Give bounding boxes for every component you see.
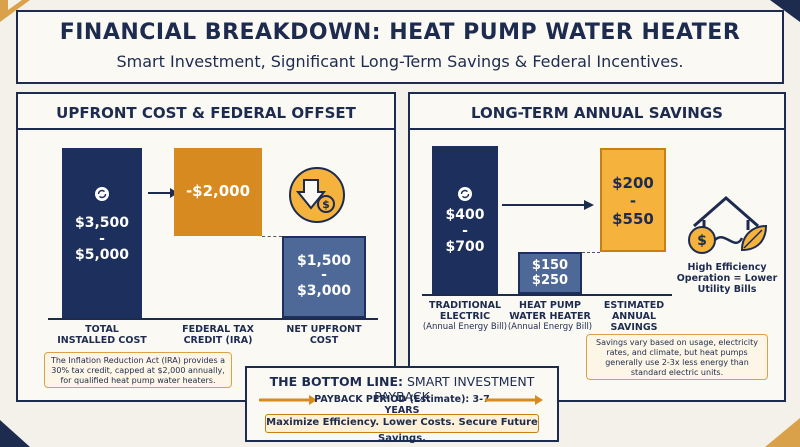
total-cost-label-line1: TOTAL [85,324,119,335]
bars-baseline [48,318,378,320]
bottom-line-box: THE BOTTOM LINE: SMART INVESTMENT PAYBAC… [245,366,559,444]
down-arrow-dollar-icon: $ [289,167,345,223]
net-cost-min: $1,500 [296,253,352,269]
upfront-cost-panel: UPFRONT COST & FEDERAL OFFSET $3,500 - $… [16,92,396,402]
corner-decoration-bottom-left [0,420,30,447]
panel-divider [18,128,394,130]
refresh-icon [458,187,472,201]
heat-pump-label-line3: (Annual Energy Bill) [507,322,593,332]
house-dollar-leaf-icon: $ [688,196,768,254]
total-cost-dash: - [99,231,105,247]
total-cost-label: TOTAL INSTALLED COST [42,324,162,346]
tax-credit-label: FEDERAL TAX CREDIT (IRA) [158,324,278,346]
corner-decoration-top-left [0,0,30,22]
electric-dash: - [462,223,468,239]
savings-dash: - [629,192,637,210]
annual-savings-bar: $200 - $550 [600,148,666,252]
savings-min: $200 [612,174,654,192]
arrow-right-icon [502,200,594,210]
efficiency-caption: High Efficiency Operation = Lower Utilit… [676,262,778,295]
net-cost-max: $3,000 [296,283,352,299]
annual-savings-panel: LONG-TERM ANNUAL SAVINGS $400 - $700 $15… [408,92,786,402]
dotted-connector-right [582,252,600,253]
svg-text:$: $ [322,198,330,211]
page-subtitle: Smart Investment, Significant Long-Term … [116,52,684,71]
tax-credit-label-line2: CREDIT (IRA) [183,335,253,346]
payback-arrow-left [259,395,317,405]
electric-min: $400 [445,207,485,223]
total-cost-max: $5,000 [74,247,130,263]
heat-pump-max: $250 [531,273,569,288]
net-cost-label: NET UPFRONT COST [264,324,384,346]
tax-credit-value: -$2,000 [185,182,251,200]
electric-label-line2: ELECTRIC [439,311,491,322]
net-cost-label-line1: NET UPFRONT [286,324,362,335]
efficiency-caption-line2: Operation = Lower [676,273,778,284]
savings-label-line2: ANNUAL [611,311,657,322]
bottom-line-title-rest: SMART INVESTMENT PAYBACK [374,374,535,404]
net-cost-label-line2: COST [309,335,339,346]
heat-pump-label-line1: HEAT PUMP [519,300,581,311]
heat-pump-label-line2: WATER HEATER [509,311,591,322]
payback-period: PAYBACK PERIOD (Estimate): 3-7 YEARS [314,394,490,416]
savings-label: ESTIMATED ANNUAL SAVINGS [586,300,682,333]
bottom-line-title: THE BOTTOM LINE: SMART INVESTMENT PAYBAC… [247,374,557,404]
net-cost-bar: $1,500 - $3,000 [282,236,366,318]
tax-credit-label-line1: FEDERAL TAX [182,324,254,335]
efficiency-caption-line1: High Efficiency [687,262,767,273]
bars-baseline-right [422,294,672,296]
total-cost-min: $3,500 [74,215,130,231]
electric-label-line3: (Annual Energy Bill) [422,322,508,332]
total-cost-bar: $3,500 - $5,000 [62,148,142,318]
heat-pump-label: HEAT PUMP WATER HEATER (Annual Energy Bi… [498,300,602,333]
net-cost-dash: - [321,267,327,283]
savings-max: $550 [612,210,654,228]
header-box: FINANCIAL BREAKDOWN: HEAT PUMP WATER HEA… [16,10,784,84]
savings-label-line1: ESTIMATED [603,300,665,311]
dotted-connector [262,236,282,237]
total-cost-label-line2: INSTALLED COST [57,335,147,346]
savings-note: Savings vary based on usage, electricity… [586,334,768,380]
tax-credit-bar: -$2,000 [174,148,262,236]
heat-pump-min: $150 [531,258,569,273]
corner-decoration-bottom-right [765,418,800,447]
slogan-banner: Maximize Efficiency. Lower Costs. Secure… [265,414,539,444]
efficiency-caption-line3: Utility Bills [697,284,757,295]
corner-decoration-top-right [770,0,800,22]
ira-note: The Inflation Reduction Act (IRA) provid… [44,352,232,388]
refresh-icon [95,187,109,201]
payback-arrow-right [485,395,543,405]
traditional-electric-bar: $400 - $700 [432,146,498,294]
savings-label-line3: SAVINGS [610,322,658,333]
page-title: FINANCIAL BREAKDOWN: HEAT PUMP WATER HEA… [59,20,741,45]
electric-max: $700 [445,239,485,255]
svg-text:$: $ [697,233,707,249]
upfront-cost-title: UPFRONT COST & FEDERAL OFFSET [56,104,356,122]
annual-savings-title: LONG-TERM ANNUAL SAVINGS [471,104,723,122]
electric-label-line1: TRADITIONAL [428,300,501,311]
electric-label: TRADITIONAL ELECTRIC (Annual Energy Bill… [410,300,520,333]
heat-pump-bar: $150 $250 [518,252,582,294]
panel-divider-right [410,128,784,130]
bottom-line-title-bold: THE BOTTOM LINE: [269,374,404,389]
